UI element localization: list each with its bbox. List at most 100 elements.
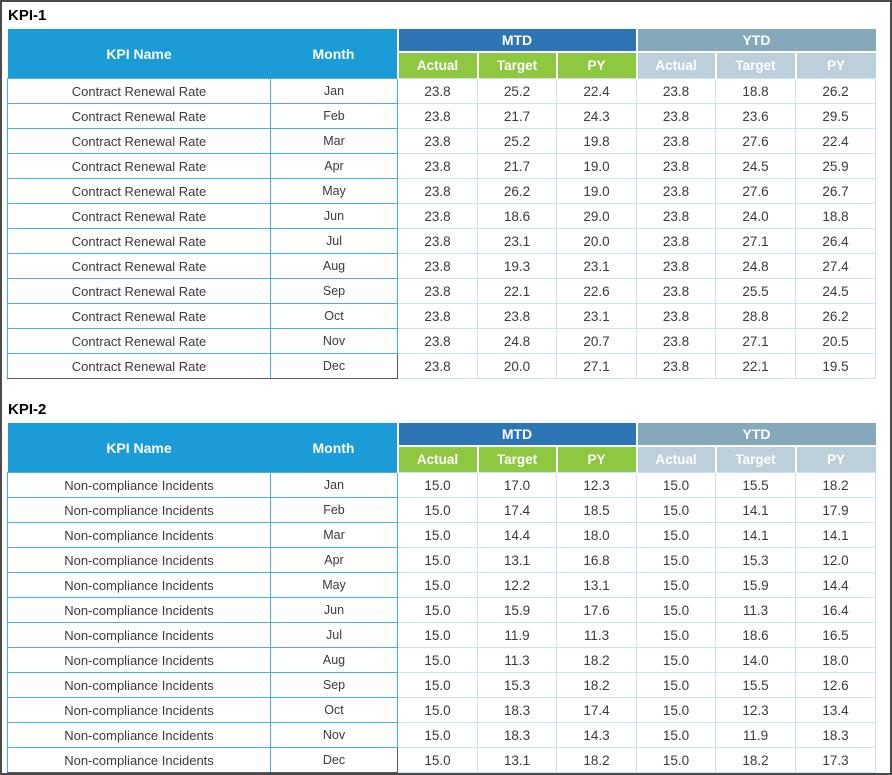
kpi-name-cell[interactable]: Non-compliance Incidents — [7, 522, 271, 548]
mtd-target-cell[interactable]: 19.3 — [477, 253, 557, 279]
mtd-target-cell[interactable]: 12.2 — [477, 572, 557, 598]
kpi-name-cell[interactable]: Contract Renewal Rate — [7, 353, 271, 379]
mtd-target-cell[interactable]: 18.6 — [477, 203, 557, 229]
ytd-target-cell[interactable]: 15.5 — [715, 672, 797, 698]
month-cell[interactable]: Jan — [270, 78, 398, 104]
mtd-actual-cell[interactable]: 15.0 — [397, 622, 478, 648]
mtd-py-cell[interactable]: 18.2 — [555, 647, 638, 673]
mtd-py-cell[interactable]: 19.0 — [555, 178, 638, 204]
ytd-actual-cell[interactable]: 23.8 — [636, 128, 717, 154]
month-cell[interactable]: Apr — [270, 153, 398, 179]
mtd-actual-header[interactable]: Actual — [396, 51, 478, 79]
ytd-group-header[interactable]: YTD — [635, 423, 876, 446]
month-cell[interactable]: Feb — [270, 103, 398, 129]
ytd-py-header[interactable]: PY — [794, 51, 876, 79]
mtd-actual-cell[interactable]: 23.8 — [397, 303, 478, 329]
mtd-group-header[interactable]: MTD — [396, 423, 637, 446]
kpi-name-cell[interactable]: Non-compliance Incidents — [7, 497, 271, 523]
month-cell[interactable]: Jul — [270, 622, 398, 648]
mtd-target-cell[interactable]: 22.1 — [477, 278, 557, 304]
mtd-actual-cell[interactable]: 23.8 — [397, 228, 478, 254]
kpi-name-cell[interactable]: Contract Renewal Rate — [7, 303, 271, 329]
ytd-group-header[interactable]: YTD — [635, 29, 876, 52]
mtd-target-cell[interactable]: 13.1 — [477, 747, 557, 773]
kpi-name-cell[interactable]: Non-compliance Incidents — [7, 697, 271, 723]
month-cell[interactable]: Jun — [270, 597, 398, 623]
mtd-target-cell[interactable]: 13.1 — [477, 547, 557, 573]
ytd-actual-cell[interactable]: 15.0 — [636, 597, 717, 623]
mtd-actual-cell[interactable]: 15.0 — [397, 522, 478, 548]
mtd-py-cell[interactable]: 22.4 — [555, 78, 638, 104]
kpi-name-cell[interactable]: Contract Renewal Rate — [7, 228, 271, 254]
ytd-py-cell[interactable]: 14.1 — [795, 522, 877, 548]
ytd-target-cell[interactable]: 28.8 — [715, 303, 797, 329]
ytd-py-cell[interactable]: 12.6 — [795, 672, 877, 698]
mtd-actual-cell[interactable]: 15.0 — [397, 647, 478, 673]
ytd-actual-cell[interactable]: 23.8 — [636, 203, 717, 229]
ytd-target-cell[interactable]: 15.9 — [715, 572, 797, 598]
ytd-py-header[interactable]: PY — [794, 445, 876, 473]
mtd-actual-cell[interactable]: 23.8 — [397, 178, 478, 204]
ytd-py-cell[interactable]: 26.4 — [795, 228, 877, 254]
ytd-py-cell[interactable]: 18.0 — [795, 647, 877, 673]
mtd-target-cell[interactable]: 18.3 — [477, 722, 557, 748]
ytd-py-cell[interactable]: 18.2 — [795, 472, 877, 498]
ytd-py-cell[interactable]: 24.5 — [795, 278, 877, 304]
mtd-py-cell[interactable]: 18.2 — [555, 672, 638, 698]
month-cell[interactable]: Dec — [270, 353, 398, 379]
mtd-py-cell[interactable]: 29.0 — [555, 203, 638, 229]
ytd-py-cell[interactable]: 14.4 — [795, 572, 877, 598]
ytd-py-cell[interactable]: 17.9 — [795, 497, 877, 523]
ytd-py-cell[interactable]: 22.4 — [795, 128, 877, 154]
ytd-target-cell[interactable]: 14.1 — [715, 497, 797, 523]
mtd-actual-cell[interactable]: 23.8 — [397, 328, 478, 354]
ytd-actual-cell[interactable]: 15.0 — [636, 697, 717, 723]
ytd-py-cell[interactable]: 29.5 — [795, 103, 877, 129]
ytd-actual-cell[interactable]: 23.8 — [636, 353, 717, 379]
mtd-py-cell[interactable]: 18.2 — [555, 747, 638, 773]
mtd-actual-cell[interactable]: 15.0 — [397, 472, 478, 498]
mtd-target-cell[interactable]: 14.4 — [477, 522, 557, 548]
mtd-py-cell[interactable]: 13.1 — [555, 572, 638, 598]
ytd-actual-cell[interactable]: 23.8 — [636, 253, 717, 279]
ytd-actual-cell[interactable]: 23.8 — [636, 78, 717, 104]
ytd-target-cell[interactable]: 18.8 — [715, 78, 797, 104]
month-cell[interactable]: May — [270, 178, 398, 204]
ytd-target-cell[interactable]: 15.5 — [715, 472, 797, 498]
mtd-py-cell[interactable]: 23.1 — [555, 303, 638, 329]
month-cell[interactable]: Nov — [270, 722, 398, 748]
ytd-py-cell[interactable]: 13.4 — [795, 697, 877, 723]
mtd-actual-cell[interactable]: 15.0 — [397, 572, 478, 598]
ytd-target-cell[interactable]: 27.6 — [715, 178, 797, 204]
kpi-name-cell[interactable]: Contract Renewal Rate — [7, 203, 271, 229]
ytd-py-cell[interactable]: 26.7 — [795, 178, 877, 204]
ytd-actual-cell[interactable]: 15.0 — [636, 572, 717, 598]
month-header[interactable]: Month — [270, 423, 398, 473]
ytd-actual-cell[interactable]: 15.0 — [636, 622, 717, 648]
mtd-actual-cell[interactable]: 23.8 — [397, 153, 478, 179]
mtd-py-cell[interactable]: 20.7 — [555, 328, 638, 354]
mtd-py-cell[interactable]: 17.4 — [555, 697, 638, 723]
mtd-target-cell[interactable]: 23.1 — [477, 228, 557, 254]
mtd-actual-cell[interactable]: 15.0 — [397, 697, 478, 723]
mtd-target-cell[interactable]: 26.2 — [477, 178, 557, 204]
month-cell[interactable]: Aug — [270, 253, 398, 279]
mtd-py-cell[interactable]: 23.1 — [555, 253, 638, 279]
mtd-actual-cell[interactable]: 15.0 — [397, 722, 478, 748]
mtd-py-cell[interactable]: 11.3 — [555, 622, 638, 648]
mtd-py-header[interactable]: PY — [555, 51, 637, 79]
kpi-name-cell[interactable]: Contract Renewal Rate — [7, 78, 271, 104]
ytd-py-cell[interactable]: 26.2 — [795, 303, 877, 329]
month-cell[interactable]: Nov — [270, 328, 398, 354]
mtd-py-cell[interactable]: 27.1 — [555, 353, 638, 379]
mtd-actual-cell[interactable]: 15.0 — [397, 672, 478, 698]
month-cell[interactable]: Feb — [270, 497, 398, 523]
ytd-target-cell[interactable]: 27.6 — [715, 128, 797, 154]
ytd-target-header[interactable]: Target — [714, 445, 796, 473]
mtd-target-cell[interactable]: 11.3 — [477, 647, 557, 673]
mtd-actual-cell[interactable]: 15.0 — [397, 547, 478, 573]
mtd-target-header[interactable]: Target — [476, 51, 557, 79]
mtd-actual-cell[interactable]: 23.8 — [397, 103, 478, 129]
ytd-py-cell[interactable]: 26.2 — [795, 78, 877, 104]
ytd-py-cell[interactable]: 27.4 — [795, 253, 877, 279]
